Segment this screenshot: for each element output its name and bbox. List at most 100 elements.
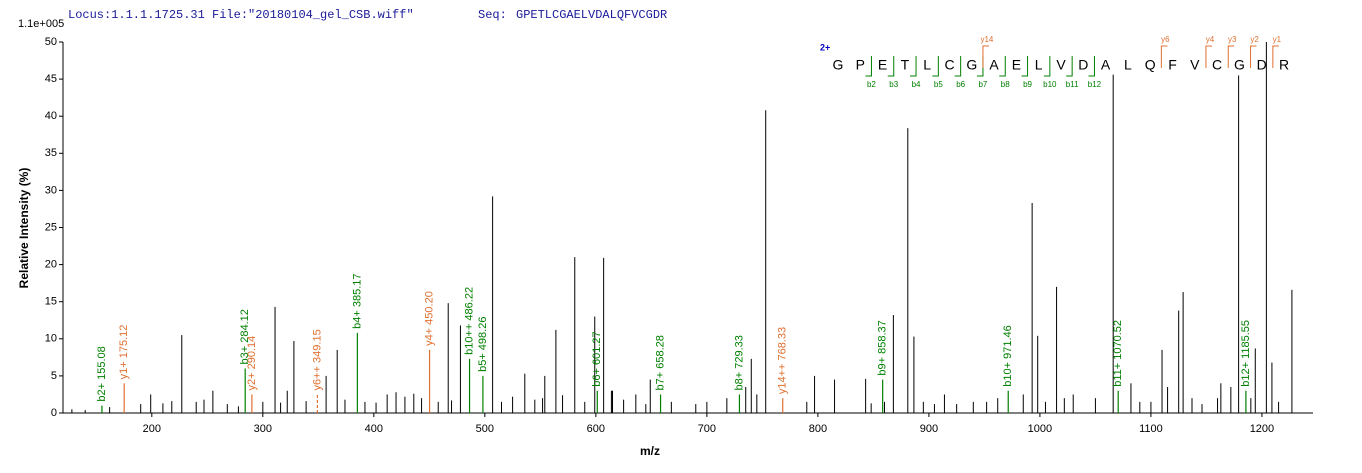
y-ion-bracket [1250,45,1257,68]
b-ion-bracket [865,56,872,77]
b-ion-bracket [999,56,1006,77]
residue: E [878,57,887,73]
y-ion-bracket [1160,45,1168,68]
peak-annotation: y6++ 349.15 [311,329,323,390]
residue: F [1168,57,1177,73]
y-ion-bracket [1227,45,1235,68]
b-ion-bracket [932,56,939,77]
x-tick-label: 500 [476,423,494,435]
residue: G [966,57,977,73]
b-ion-bracket [887,56,895,77]
y-ion-label: y2 [1250,35,1259,44]
y-tick-label: 45 [45,73,57,85]
peak-annotation: b5+ 498.26 [477,317,489,372]
b-ion-label: b5 [934,80,943,89]
y-tick-label: 35 [45,147,57,159]
x-tick-label: 1000 [1028,423,1052,435]
residue: E [1012,57,1021,73]
y-tick-label: 10 [45,333,57,345]
y-ion-label: y3 [1228,35,1237,44]
x-tick-label: 900 [920,423,938,435]
residue: L [1035,57,1043,73]
b-ion-bracket [1021,56,1029,77]
residue: Q [1145,57,1156,73]
b-ion-label: b8 [1001,80,1010,89]
y-ion-bracket [1205,45,1212,68]
y-axis-label: Relative Intensity (%) [17,168,31,289]
b-ion-bracket [910,56,917,77]
y-ion-label: y6 [1161,35,1170,44]
y-tick-label: 30 [45,184,57,196]
sequence: GPETLCGAELVDALQFVCGDR [516,8,667,22]
b-ion-label: b10 [1043,80,1057,89]
peak-annotation: b7+ 658.28 [654,335,666,390]
residue: T [901,57,910,73]
locus-label: Locus:1.1.1.1725.31 File:"20180104_gel_C… [68,8,414,22]
peak-annotation: b3+ 284.12 [239,309,251,364]
x-tick-label: 400 [365,423,383,435]
x-tick-label: 1100 [1139,423,1163,435]
residue: L [1124,57,1132,73]
peak-annotation: b2+ 155.08 [96,346,108,401]
b-ion-bracket [1043,56,1051,77]
peak-annotation: b10+ 971.46 [1002,325,1014,386]
residue: G [833,57,844,73]
b-ion-label: b3 [889,80,898,89]
y-ion-label: y4 [1206,35,1215,44]
b-ion-bracket [976,56,984,77]
x-tick-label: 200 [143,423,161,435]
peak-annotation: b12+ 1185.55 [1240,320,1252,387]
y-ion-bracket [982,45,989,68]
b-ion-label: b6 [956,80,965,89]
peak-annotation: b10++ 486.22 [463,287,475,355]
y-tick-label: 0 [51,407,57,419]
y-tick-label: 15 [45,296,57,308]
b-ion-label: b11 [1066,80,1079,89]
x-tick-label: 700 [698,423,716,435]
peak-annotation: y14++ 768.33 [777,327,789,394]
x-tick-label: 300 [254,423,272,435]
b-ion-label: b12 [1088,80,1102,89]
y-ion-label: y1 [1273,35,1282,44]
y-tick-label: 40 [45,110,57,122]
peak-annotation: y2+ 290.14 [246,336,258,391]
peak-annotation: b8+ 729.33 [733,335,745,390]
residue: D [1078,57,1088,73]
b-ion-label: b9 [1023,80,1032,89]
y-tick-label: 25 [45,221,57,233]
peak-annotation: y1+ 175.12 [118,325,130,380]
peak-annotation: b6+ 601.27 [591,331,603,386]
residue: A [1101,57,1111,73]
y-ion-label: y14 [980,35,993,44]
seq-label: Seq: [478,8,507,22]
x-axis-label: m/z [640,444,660,458]
residue: C [1212,57,1222,73]
b-ion-label: b4 [912,80,921,89]
residue: C [944,57,954,73]
x-tick-label: 1200 [1250,423,1274,435]
charge-label: 2+ [820,42,830,52]
y-ion-bracket [1272,45,1279,68]
x-tick-label: 600 [587,423,605,435]
scale-label: 1.1e+005 [18,18,64,30]
x-tick-label: 800 [809,423,827,435]
residue: G [1234,57,1245,73]
residue: L [923,57,931,73]
peak-annotation: b11+ 1070.52 [1112,320,1124,387]
b-ion-bracket [954,56,962,77]
y-tick-label: 20 [45,259,57,271]
y-tick-label: 50 [45,36,57,48]
residue: P [856,57,865,73]
residue: R [1279,57,1289,73]
residue: V [1190,57,1200,73]
peak-annotation: b4+ 385.17 [351,273,363,328]
b-ion-label: b2 [867,80,876,89]
peak-annotation: b9+ 858.37 [877,320,889,375]
residue: V [1056,57,1066,73]
b-ion-label: b7 [978,80,987,89]
y-tick-label: 5 [51,370,57,382]
b-ion-bracket [1088,56,1095,77]
peak-annotation: y4+ 450.20 [423,291,435,346]
residue: A [989,57,999,73]
